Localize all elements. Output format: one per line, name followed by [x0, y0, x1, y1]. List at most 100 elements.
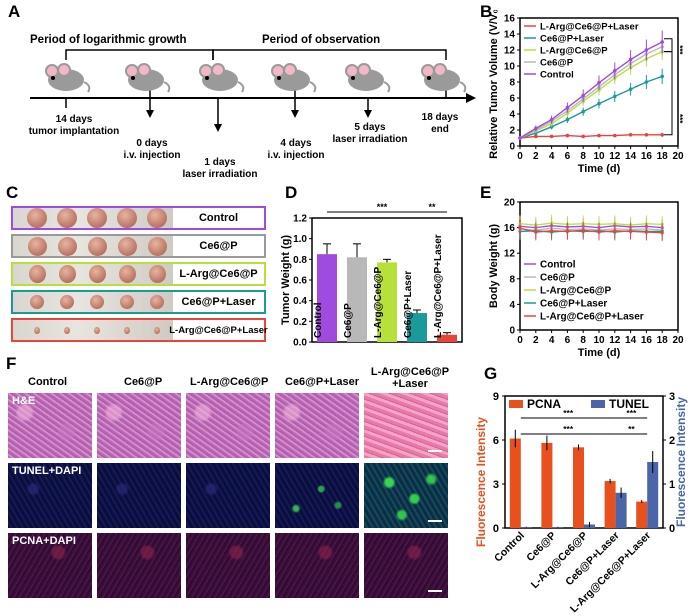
y-tick-label: 6: [493, 435, 499, 447]
bar-category-label: Ce6@P+Laser: [403, 271, 414, 338]
tumor-specimen: [154, 326, 160, 334]
panel-label-g: G: [484, 364, 498, 383]
event-1-days: 1 days laser irradiation: [182, 157, 258, 180]
y-tick-label: 0.2: [293, 317, 307, 328]
x-tick-label: 2: [533, 151, 539, 162]
tumor-specimen: [88, 265, 106, 283]
data-point: [581, 228, 585, 232]
tumor-specimen: [27, 208, 47, 228]
tumor-photo: [13, 236, 173, 256]
panel-label-b: B: [480, 2, 493, 21]
legend-label: Control: [540, 70, 574, 81]
y-tick-label: 0.6: [293, 276, 307, 287]
y-tick-label: 0.0: [293, 338, 307, 349]
y-tick-label: 12: [504, 249, 516, 260]
tumor-specimen: [118, 265, 136, 283]
x-tick-label: 4: [549, 151, 555, 162]
growth-period-label: Period of logarithmic growth: [30, 34, 187, 46]
data-point: [581, 134, 585, 139]
data-point: [597, 81, 601, 85]
tumor-specimen: [150, 295, 164, 309]
legend-label: L-Arg@Ce6@P: [540, 46, 608, 57]
y-tick-label: 0.4: [293, 296, 307, 307]
x-tick-label: 14: [625, 335, 637, 346]
sig-label: ***: [675, 45, 684, 55]
tumor-photo: [13, 320, 173, 340]
data-point: [597, 133, 601, 138]
data-point: [628, 57, 633, 62]
x-tick-label: 10: [593, 335, 605, 346]
data-point: [518, 136, 522, 140]
tumor-row-1: Ce6@P: [11, 234, 266, 258]
x-tick-label: 8: [580, 335, 586, 346]
event-18-days: 18 days end: [421, 112, 459, 135]
micro-col-ce6p-laser: Ce6@P+Laser: [285, 376, 360, 388]
y-tick-label-right: 3: [669, 391, 675, 403]
micro-col-control: Control: [28, 376, 68, 388]
y-tick-label: 14: [504, 30, 516, 41]
bar: [347, 257, 367, 342]
data-point: [565, 117, 570, 122]
bar: [317, 254, 337, 342]
sig-label: **: [428, 202, 436, 212]
y-tick-label: 4: [509, 110, 515, 121]
series-line-0: [519, 134, 663, 139]
data-point: [660, 40, 664, 44]
tumor-specimen: [57, 236, 77, 256]
data-point: [518, 226, 522, 230]
tumor-specimen: [28, 265, 46, 283]
series-line-0: [519, 225, 663, 229]
bar: [437, 334, 457, 342]
scale-bar: [428, 590, 442, 592]
x-tick-label: 18: [657, 151, 669, 162]
data-point: [565, 133, 570, 138]
event-0-days: 0 days i.v. injection: [123, 138, 181, 161]
bar-pcna: [509, 438, 521, 528]
sig-bracket: [664, 51, 673, 136]
stain-label: H&E: [12, 395, 36, 407]
micrograph-tile: [364, 533, 448, 598]
data-point: [550, 229, 554, 233]
x-tick-label: 0: [517, 335, 523, 346]
x-tick-label: 6: [565, 335, 571, 346]
legend-label: L-Arg@Ce6@P: [540, 286, 612, 297]
tumor-specimen: [87, 236, 107, 256]
x-tick-label: 16: [641, 151, 653, 162]
legend-label: Ce6@P+Laser: [540, 299, 607, 310]
bar: [407, 313, 427, 342]
data-point: [613, 94, 617, 99]
y-tick-label: 4: [509, 300, 515, 311]
tumor-specimen: [30, 295, 44, 309]
tumor-photo: [13, 264, 173, 284]
data-point: [613, 133, 617, 138]
y-tick-label: 16: [504, 14, 516, 25]
data-point: [628, 87, 633, 91]
legend-label: TUNEL: [609, 397, 649, 411]
observation-period-label: Period of observation: [262, 34, 381, 46]
sig-label: ***: [675, 114, 684, 124]
legend-label: Ce6@P: [540, 58, 574, 69]
event-5-days: 5 days laser irradiation: [332, 122, 408, 145]
micrograph-tile: [97, 533, 181, 598]
data-point: [660, 231, 664, 235]
micrograph-tile: [186, 533, 270, 598]
tumor-specimen: [60, 295, 74, 309]
y-tick-label: 10: [504, 62, 516, 73]
y-tick-label: 0.8: [293, 255, 307, 266]
tumor-specimen: [94, 326, 100, 334]
x-tick-label: 2: [533, 335, 539, 346]
tumor-specimen: [90, 295, 104, 309]
tumor-specimen: [57, 208, 77, 228]
y-tick-label-right: 0: [669, 523, 675, 535]
timeline-diagram: [30, 49, 476, 132]
micrograph-tile: PCNA+DAPI: [8, 533, 92, 598]
data-point: [534, 230, 538, 234]
category-label: L-Arg@Ce6@P: [529, 530, 590, 591]
mouse-icon: [45, 63, 467, 93]
stain-label: PCNA+DAPI: [12, 535, 76, 547]
tumor-specimen: [147, 208, 167, 228]
legend-swatch: [591, 400, 605, 408]
tumor-row-label: L-Arg@Ce6@P: [173, 264, 264, 284]
y-axis-label: Body Weight (g): [488, 224, 500, 308]
